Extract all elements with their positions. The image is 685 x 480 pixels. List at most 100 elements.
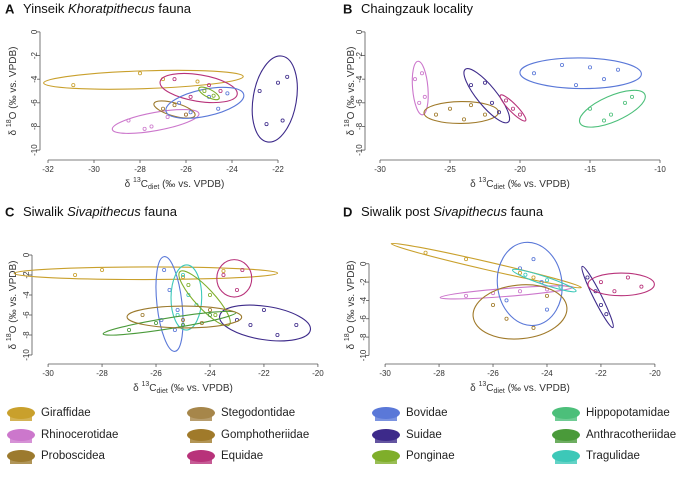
data-point <box>172 327 177 332</box>
text-part: C <box>149 383 156 394</box>
data-point <box>177 100 182 105</box>
x-tick-label: -15 <box>584 165 596 174</box>
data-point <box>468 83 473 88</box>
data-point <box>100 267 105 272</box>
data-point <box>468 103 473 108</box>
text-part: δ <box>346 127 357 135</box>
data-point <box>504 316 509 321</box>
text-part: diet <box>494 388 505 395</box>
x-tick-label: -28 <box>96 369 108 378</box>
confidence-ellipse <box>102 310 237 336</box>
data-point <box>275 80 280 85</box>
data-point <box>531 275 536 280</box>
data-point <box>207 307 212 312</box>
data-point <box>180 317 185 322</box>
data-point <box>140 312 145 317</box>
y-tick-label: -8 <box>22 331 31 339</box>
data-point <box>609 112 614 117</box>
y-tick-label: -4 <box>30 75 39 83</box>
x-tick-label: -30 <box>42 369 54 378</box>
data-point <box>461 117 466 122</box>
data-point <box>623 100 628 105</box>
confidence-ellipse <box>463 68 511 124</box>
text-part: δ <box>8 341 19 349</box>
data-point <box>202 89 207 94</box>
data-point <box>616 67 621 72</box>
data-point <box>160 106 165 111</box>
confidence-ellipse <box>251 55 298 143</box>
text-part: Siwalik <box>23 204 67 219</box>
text-part: C <box>486 179 493 190</box>
data-point <box>165 115 170 120</box>
legend-label: Giraffidae <box>41 407 91 419</box>
data-point <box>149 124 154 129</box>
confidence-ellipse <box>423 101 499 125</box>
data-point <box>612 289 617 294</box>
confidence-ellipse <box>43 69 244 90</box>
data-point <box>558 284 563 289</box>
panel-label: A <box>5 1 15 16</box>
x-tick-label: -20 <box>514 165 526 174</box>
text-part: C <box>141 179 148 190</box>
legend-label: Stegodontidae <box>221 407 295 419</box>
data-point <box>504 298 509 303</box>
confidence-ellipse <box>159 72 238 104</box>
y-tick-label: -6 <box>355 99 364 107</box>
data-point <box>183 112 188 117</box>
data-point <box>588 65 593 70</box>
text-part: O (‰ vs. VPDB) <box>346 261 357 334</box>
data-point <box>172 103 177 108</box>
legend-icon-legs <box>375 459 397 464</box>
data-point <box>221 272 226 277</box>
data-point <box>218 89 223 94</box>
data-point <box>159 317 164 322</box>
text-part: δ <box>125 179 133 190</box>
text-part: 18 <box>6 119 13 127</box>
legend-icon-legs <box>10 416 32 421</box>
text-part: (‰ vs. VPDB) <box>159 179 224 190</box>
confidence-ellipse <box>198 86 220 101</box>
y-tick-label: -6 <box>30 99 39 107</box>
text-part: δ <box>133 383 141 394</box>
text-part: fauna <box>141 204 178 219</box>
data-point <box>518 112 523 117</box>
data-point <box>412 77 417 82</box>
confidence-ellipse <box>581 265 614 329</box>
text-part: Chaingzauk locality <box>361 1 474 16</box>
x-tick-label: -22 <box>258 369 270 378</box>
legend-icon-legs <box>190 438 212 443</box>
data-point <box>142 126 147 131</box>
data-point <box>531 325 536 330</box>
data-point <box>602 77 607 82</box>
text-part: O (‰ vs. VPDB) <box>8 47 19 120</box>
x-axis-label: δ 13Cdiet (‰ vs. VPDB) <box>470 381 570 395</box>
data-point <box>574 83 579 88</box>
data-point <box>417 100 422 105</box>
data-point <box>531 257 536 262</box>
y-axis-label: δ 18O (‰ vs. VPDB) <box>6 47 19 136</box>
x-tick-label: -20 <box>649 369 661 378</box>
x-tick-label: -30 <box>379 369 391 378</box>
legend-icon-legs <box>555 438 577 443</box>
y-tick-label: -2 <box>30 51 39 59</box>
data-point <box>221 268 226 273</box>
text-part: 18 <box>344 119 351 127</box>
legend-label: Proboscidea <box>41 450 106 462</box>
y-tick-label: -4 <box>22 291 31 299</box>
confidence-ellipse <box>511 268 577 293</box>
text-part: Khoratpithecus <box>68 1 155 16</box>
text-part: fauna <box>507 204 544 219</box>
text-part: Sivapithecus <box>433 204 507 219</box>
legend-icon-legs <box>375 416 397 421</box>
panel-label: B <box>343 1 352 16</box>
x-tick-label: -22 <box>595 369 607 378</box>
data-point <box>630 94 635 99</box>
x-tick-label: -28 <box>433 369 445 378</box>
x-axis-label: δ 13Cdiet (‰ vs. VPDB) <box>470 177 570 191</box>
panel-title: Siwalik post Sivapithecus fauna <box>361 204 544 219</box>
data-point <box>180 272 185 277</box>
confidence-ellipse <box>439 285 574 300</box>
data-point <box>598 280 603 285</box>
data-point <box>639 284 644 289</box>
y-tick-label: -8 <box>30 122 39 130</box>
